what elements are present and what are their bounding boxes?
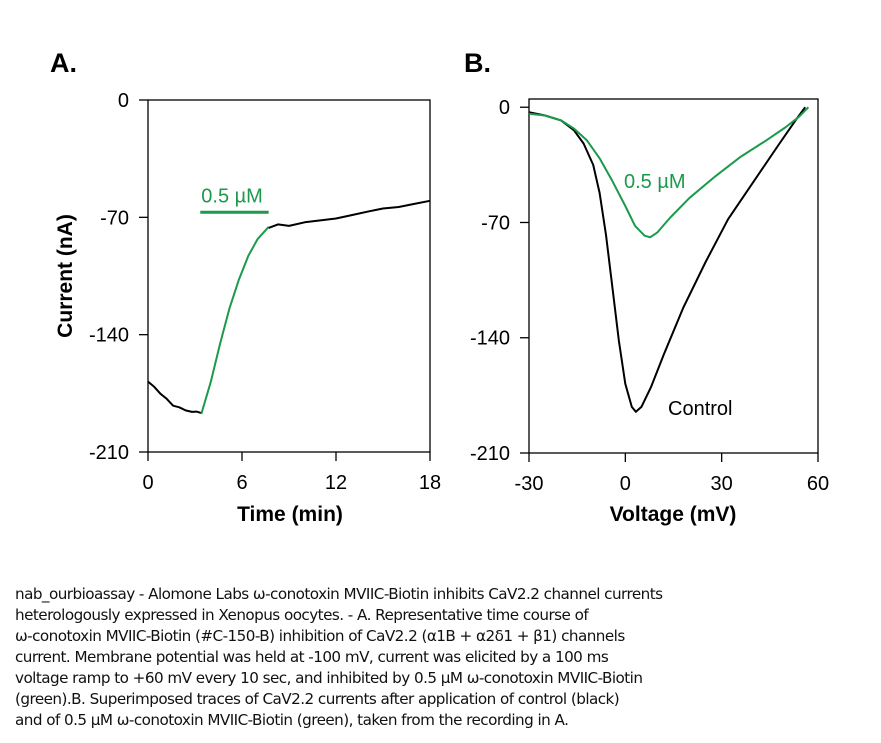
plot-frame [147,99,431,453]
panel-b-label: B. [464,48,491,78]
panel-b-plot-area: 0 -70 -140 -210-30 0 30 60 0.5 µM Control [470,97,829,495]
plot-frame [528,98,819,454]
x-tick-label: 12 [325,472,347,494]
panel-a: A. 0 -70 -140 -210 0 6 12 18 0.5 µM Current (nA)… [50,48,441,526]
panel-a-plot-area: 0 -70 -140 -210 0 6 12 18 0.5 µM [89,90,441,494]
panel-b: B. 0 -70 -140 -210-30 0 30 60 0.5 µM Control Vol… [464,48,829,526]
y-tick-label: -140 [470,328,510,350]
figure-caption: nab_ourbioassay - Alomone Labs ω-conotox… [15,584,875,731]
series-label-control: Control [668,398,732,420]
caption-line: ω-conotoxin MVIIC-Biotin (#C-150-B) inhi… [15,627,625,645]
x-tick-label: 60 [807,473,829,495]
figure: A. 0 -70 -140 -210 0 6 12 18 0.5 µM Current (nA)… [50,48,829,526]
panel-b-x-axis-label: Voltage (mV) [610,503,737,526]
x-tick-label: 0 [620,473,631,495]
series-line-washout [268,199,431,229]
panel-a-y-axis-label: Current (nA) [54,214,77,338]
x-tick-label: -30 [515,473,544,495]
series-line-pre-application [147,380,202,415]
caption-line: current. Membrane potential was held at … [15,648,609,666]
y-tick-label: -210 [89,442,129,464]
application-bar-label: 0.5 µM [201,185,263,207]
y-tick-label: -210 [470,443,510,465]
series-line-0-5-m [528,106,810,239]
x-tick-label: 0 [142,472,153,494]
series-line-control [528,106,807,413]
y-tick-label: -70 [481,212,510,234]
x-tick-label: 30 [711,473,733,495]
y-tick-label: -140 [89,325,129,347]
x-tick-label: 6 [236,472,247,494]
caption-line: (green).B. Superimposed traces of CaV2.2… [15,690,620,708]
caption-line: nab_ourbioassay - Alomone Labs ω-conotox… [15,585,663,603]
caption-line: heterologously expressed in Xenopus oocy… [15,606,589,624]
series-line-0-5-m-application [200,226,270,415]
series-label-0-5-um: 0.5 µM [624,171,686,193]
caption-line: and of 0.5 µM ω-conotoxin MVIIC-Biotin (… [15,711,569,729]
y-tick-label: -70 [100,207,129,229]
x-tick-label: 18 [419,472,441,494]
panel-a-x-axis-label: Time (min) [237,503,343,526]
caption-line: voltage ramp to +60 mV every 10 sec, and… [15,669,643,687]
panel-a-label: A. [50,48,77,78]
y-tick-label: 0 [118,90,129,112]
y-tick-label: 0 [499,97,510,119]
